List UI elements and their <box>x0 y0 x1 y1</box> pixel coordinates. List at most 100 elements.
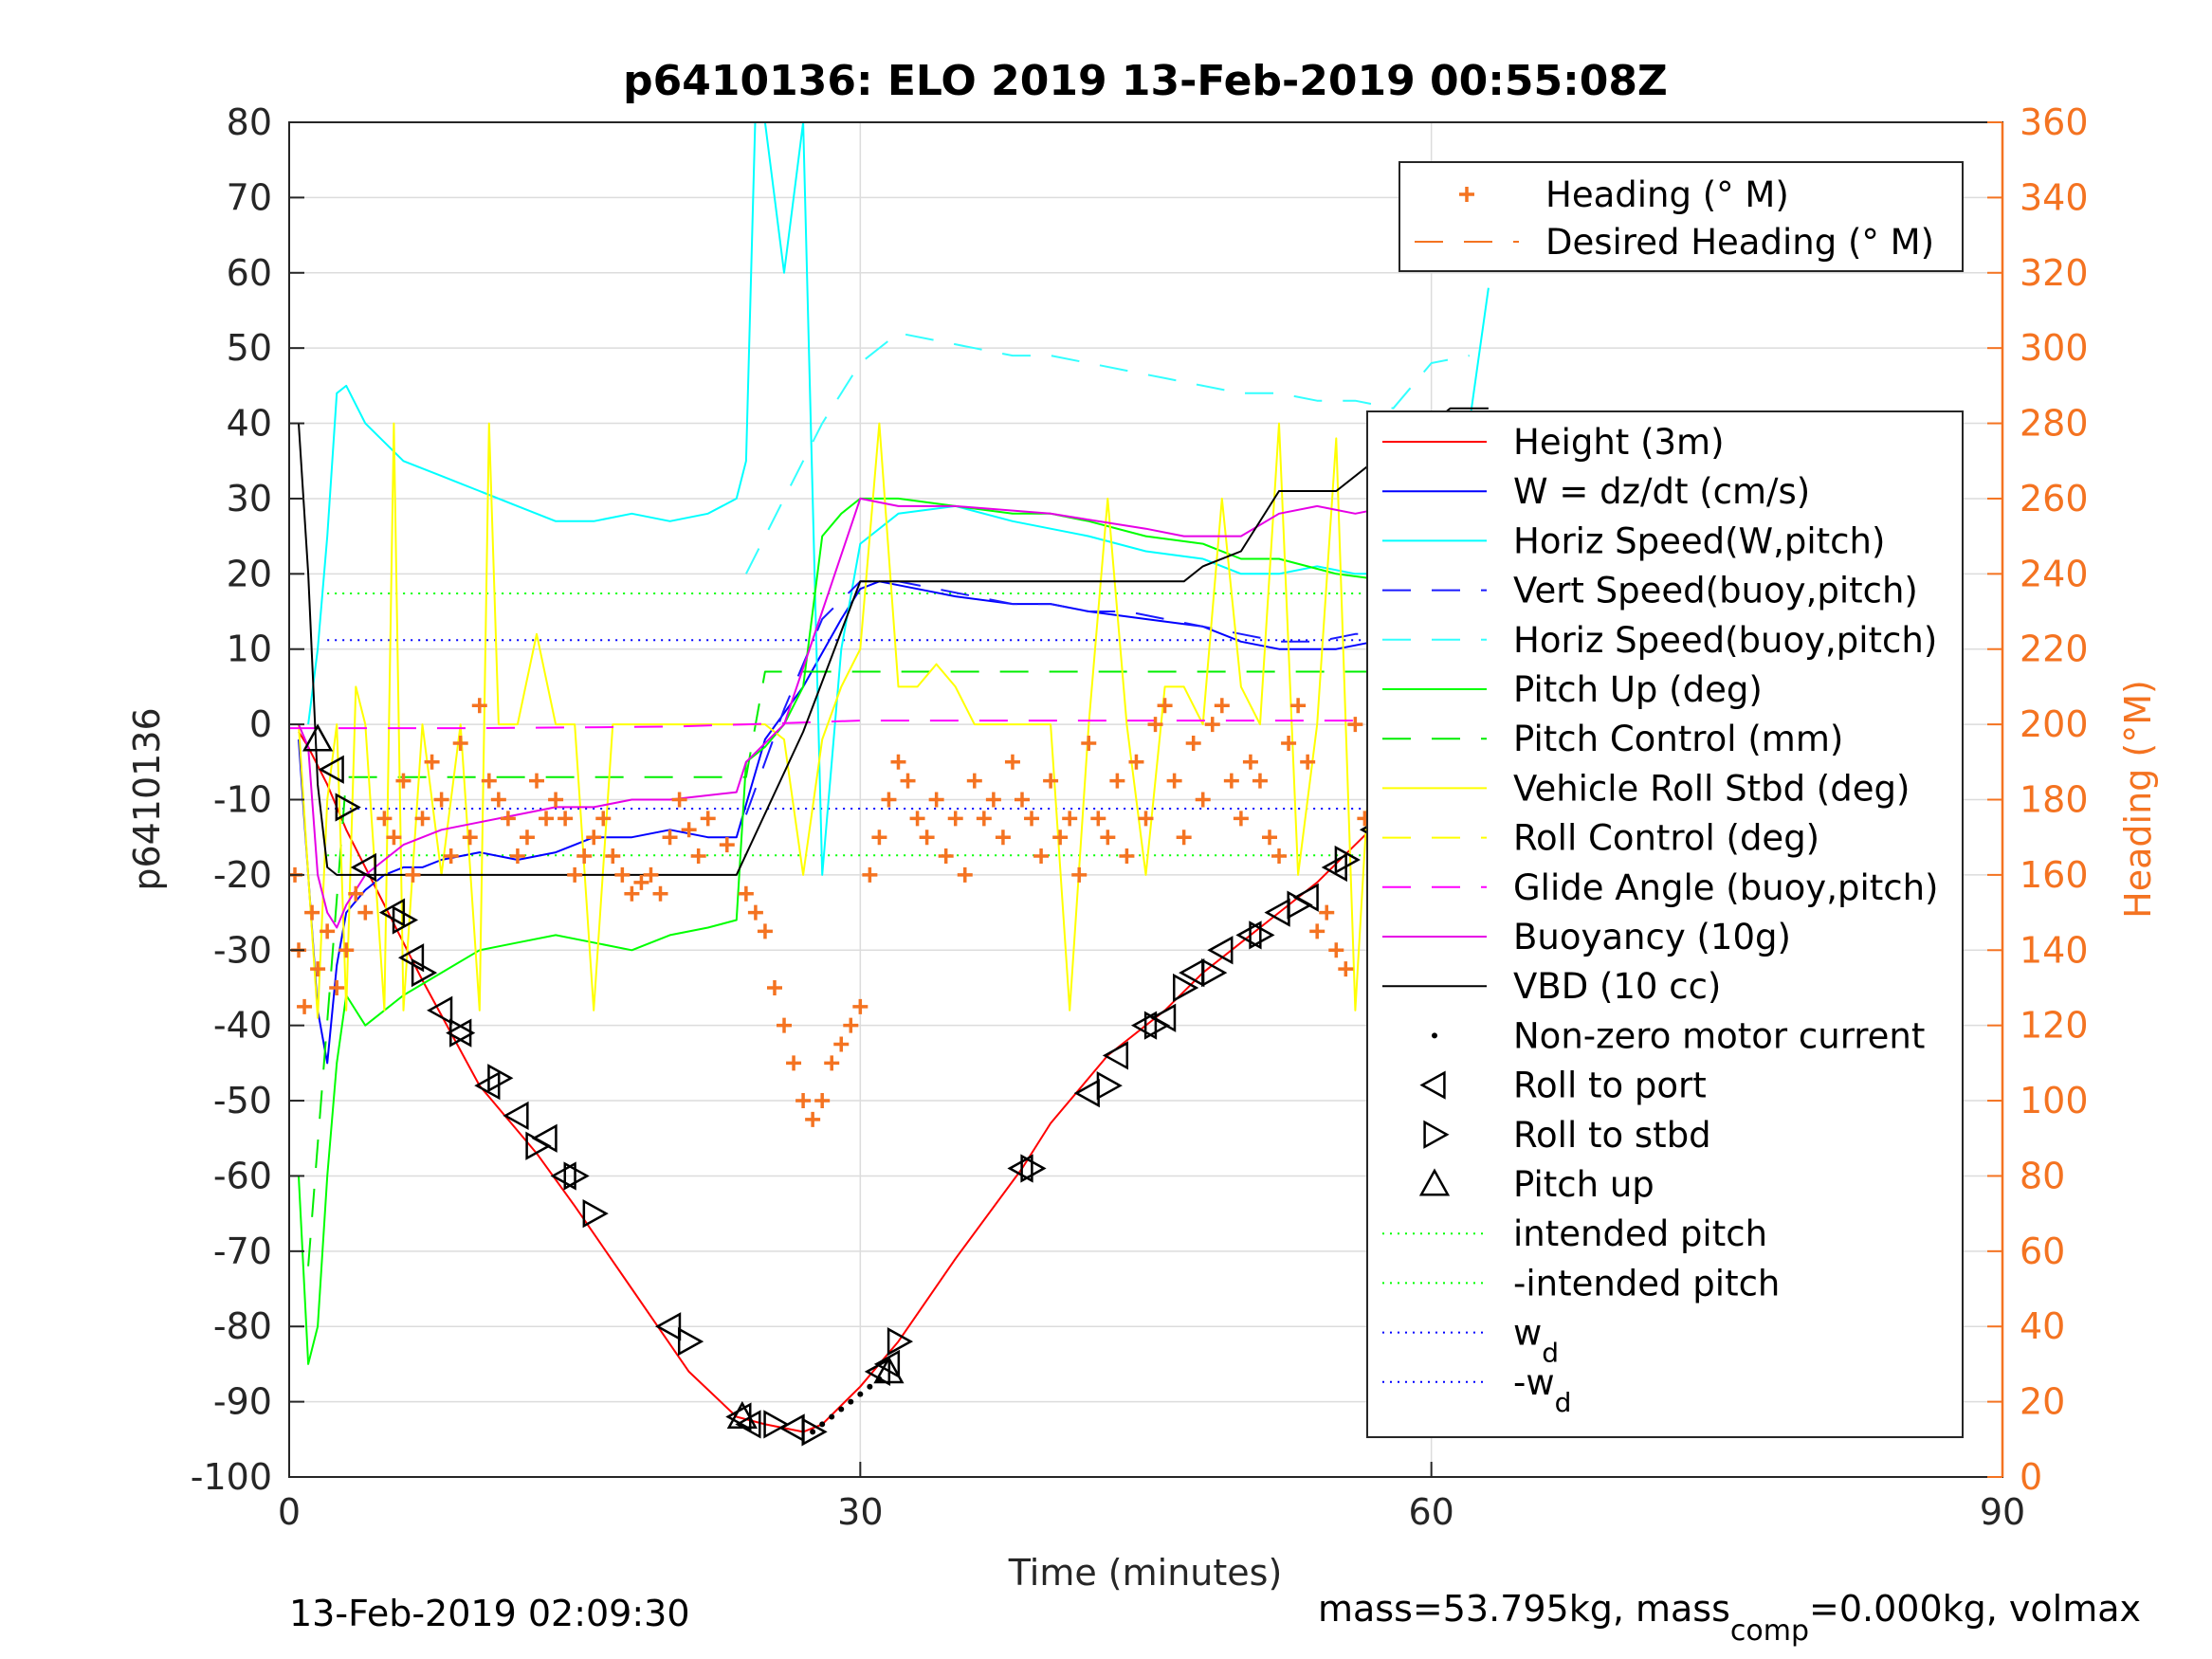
y-tick-label: 20 <box>227 553 272 594</box>
heading-point <box>462 830 478 846</box>
heading-point <box>386 830 402 846</box>
heading-point <box>310 961 326 977</box>
legend-label: Pitch Up (deg) <box>1513 669 1763 710</box>
heading-point <box>881 792 897 808</box>
motor-current-point <box>819 1421 826 1428</box>
heading-point <box>558 811 574 827</box>
x-tick-label: 60 <box>1408 1491 1453 1533</box>
y2-tick-label: 100 <box>2020 1080 2089 1121</box>
y2-tick-label: 80 <box>2020 1155 2065 1196</box>
legend-label-text: Pitch up <box>1513 1164 1654 1205</box>
legend-label-text: Vehicle Roll Stbd (deg) <box>1513 768 1910 809</box>
heading-point <box>966 773 982 789</box>
legend-label-text: Height (3m) <box>1513 422 1725 463</box>
roll-port-marker <box>873 1349 901 1379</box>
roll-port-marker <box>1102 1041 1129 1070</box>
y2-tick-label: 320 <box>2020 252 2089 294</box>
heading-point <box>338 942 355 958</box>
legend-label: Pitch Control (mm) <box>1513 719 1843 759</box>
heading-point <box>662 830 678 846</box>
heading-point <box>824 1055 840 1071</box>
motor-current-point <box>810 1429 816 1435</box>
heading-point <box>1062 811 1078 827</box>
heading-point <box>919 830 935 846</box>
legend-label: Roll to port <box>1513 1066 1707 1106</box>
y-tick-label: -50 <box>213 1080 272 1121</box>
legend-label: Heading (° M) <box>1545 174 1789 215</box>
heading-point <box>1223 773 1239 789</box>
legend-label-text: Roll Control (deg) <box>1513 818 1819 859</box>
heading-point <box>548 792 564 808</box>
y-tick-label: 60 <box>227 252 272 294</box>
legend-sample-tri-right <box>1423 1120 1450 1149</box>
heading-point <box>1090 811 1106 827</box>
motor-current-point <box>857 1391 864 1397</box>
heading-point <box>481 773 497 789</box>
heading-point <box>1176 830 1192 846</box>
x-axis-label: Time (minutes) <box>1008 1552 1283 1594</box>
heading-point <box>1262 830 1278 846</box>
heading-point <box>1204 717 1220 733</box>
heading-point <box>329 979 345 995</box>
motor-current-point <box>867 1383 873 1390</box>
legend-label-text: Horiz Speed(buoy,pitch) <box>1513 620 1937 661</box>
legend-label: W = dz/dt (cm/s) <box>1513 471 1810 512</box>
heading-point <box>1185 735 1201 751</box>
heading-point <box>652 885 668 902</box>
y2-tick-label: 280 <box>2020 403 2089 445</box>
heading-point <box>1033 848 1050 865</box>
heading-point <box>539 811 555 827</box>
legend-label-text: VBD (10 cc) <box>1513 966 1721 1007</box>
heading-point <box>414 811 430 827</box>
heading-point <box>624 885 640 902</box>
legend-label-text: w <box>1513 1313 1542 1354</box>
heading-point <box>1242 754 1258 770</box>
legend-label: Pitch up <box>1513 1164 1654 1205</box>
heading-point <box>509 848 525 865</box>
heading-point <box>871 830 887 846</box>
heading-point <box>681 822 697 838</box>
heading-point <box>1128 754 1144 770</box>
legend-label: Vert Speed(buoy,pitch) <box>1513 571 1918 611</box>
legend-label: intended pitch <box>1513 1213 1767 1254</box>
legend-label-text: Glide Angle (buoy,pitch) <box>1513 867 1938 908</box>
heading-point <box>1157 698 1173 714</box>
heading-point <box>700 811 716 827</box>
heading-point <box>633 874 649 890</box>
legend-label-text: -w <box>1513 1362 1555 1403</box>
heading-point <box>1290 698 1307 714</box>
y2-tick-label: 260 <box>2020 478 2089 520</box>
heading-point <box>1052 830 1069 846</box>
roll-port-marker <box>735 1410 761 1439</box>
heading-point <box>900 773 916 789</box>
motor-current-point <box>829 1413 835 1420</box>
series-glide <box>289 720 1489 730</box>
legend-label-text: Pitch Control (mm) <box>1513 719 1843 759</box>
series-height <box>298 723 1490 1433</box>
y2-tick-label: 340 <box>2020 176 2089 218</box>
heading-point <box>1281 735 1297 751</box>
heading-point <box>1147 717 1163 733</box>
legend-main: Height (3m) W = dz/dt (cm/s) Horiz Speed(W… <box>1366 410 1964 1438</box>
legend-label-subscript: d <box>1555 1387 1572 1418</box>
legend-label-text: intended pitch <box>1513 1213 1767 1254</box>
heading-point <box>995 830 1011 846</box>
heading-point <box>814 1093 831 1109</box>
roll-stbd-marker <box>1096 1071 1123 1101</box>
y2-tick-label: 120 <box>2020 1005 2089 1047</box>
y2-tick-label: 300 <box>2020 327 2089 369</box>
y-tick-label: -100 <box>191 1456 272 1498</box>
heading-point <box>757 923 773 939</box>
y2-tick-label: 220 <box>2020 629 2089 670</box>
legend-label-text: W = dz/dt (cm/s) <box>1513 471 1810 512</box>
footer-mass-tail: =0.000kg, volmax <box>1809 1588 2141 1630</box>
roll-port-marker <box>654 1312 682 1341</box>
heading-point <box>1309 923 1325 939</box>
heading-point <box>1252 773 1268 789</box>
legend-label-text: Vert Speed(buoy,pitch) <box>1513 571 1918 611</box>
heading-point <box>395 773 411 789</box>
heading-point <box>938 848 954 865</box>
heading-point <box>805 1111 821 1127</box>
y-tick-label: 40 <box>227 403 272 445</box>
heading-point <box>1166 773 1182 789</box>
